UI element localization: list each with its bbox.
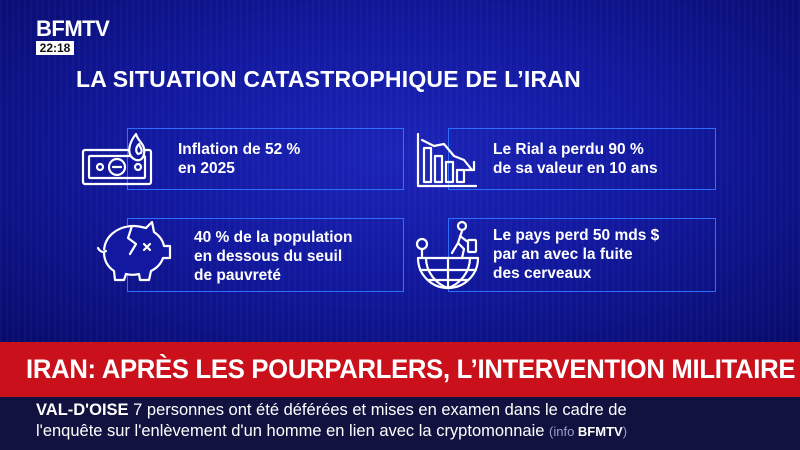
stat-card-brain-drain: Le pays perd 50 mds $ par an avec la fui… <box>448 218 716 292</box>
ticker-source-prefix: (info <box>549 424 578 439</box>
stat-card-line: des cerveaux <box>493 265 592 282</box>
ticker-text-2: l'enquête sur l'enlèvement d'un homme en… <box>36 422 545 440</box>
stat-card-line: en 2025 <box>178 160 235 177</box>
infographic-background <box>0 0 800 342</box>
ticker-tag: VAL-D'OISE <box>36 401 129 419</box>
globe-departure-icon <box>412 214 484 294</box>
ticker-line-1: VAL-D'OISE 7 personnes ont été déférées … <box>36 400 796 421</box>
ticker-source: (info BFMTV) <box>549 424 627 439</box>
news-ticker: VAL-D'OISE 7 personnes ont été déférées … <box>0 397 800 450</box>
ticker-text-1: 7 personnes ont été déférées et mises en… <box>133 401 627 419</box>
stat-card-line: 40 % de la population <box>194 229 353 246</box>
falling-chart-icon <box>412 126 482 190</box>
stat-card-inflation: Inflation de 52 % en 2025 <box>127 128 404 190</box>
ticker-line-2: l'enquête sur l'enlèvement d'un homme en… <box>36 421 796 442</box>
infographic-title: LA SITUATION CATASTROPHIQUE DE L’IRAN <box>76 66 581 92</box>
stat-card-line: de pauvreté <box>194 267 282 284</box>
stat-card-rial: Le Rial a perdu 90 % de sa valeur en 10 … <box>448 128 716 190</box>
stat-card-line: Le Rial a perdu 90 % <box>493 141 644 158</box>
stat-card-line: Inflation de 52 % <box>178 141 301 158</box>
stat-card-line: de sa valeur en 10 ans <box>493 160 658 177</box>
ticker-source-suffix: ) <box>622 424 628 439</box>
banknote-fire-icon <box>80 124 160 188</box>
channel-logo: BFMTV <box>36 18 116 40</box>
background-texture <box>0 0 800 342</box>
headline-banner: IRAN: APRÈS LES POURPARLERS, L’INTERVENT… <box>0 342 800 397</box>
ticker-source-brand: BFMTV <box>577 424 623 439</box>
broken-piggy-bank-icon <box>90 214 174 290</box>
stat-card-line: par an avec la fuite <box>493 246 633 263</box>
stat-card-line: en dessous du seuil <box>194 248 343 265</box>
channel-logo-text: BFMTV <box>36 16 110 41</box>
stat-card-line: Le pays perd 50 mds $ <box>493 227 660 244</box>
headline-text: IRAN: APRÈS LES POURPARLERS, L’INTERVENT… <box>26 354 800 384</box>
clock-time: 22:18 <box>36 41 74 55</box>
